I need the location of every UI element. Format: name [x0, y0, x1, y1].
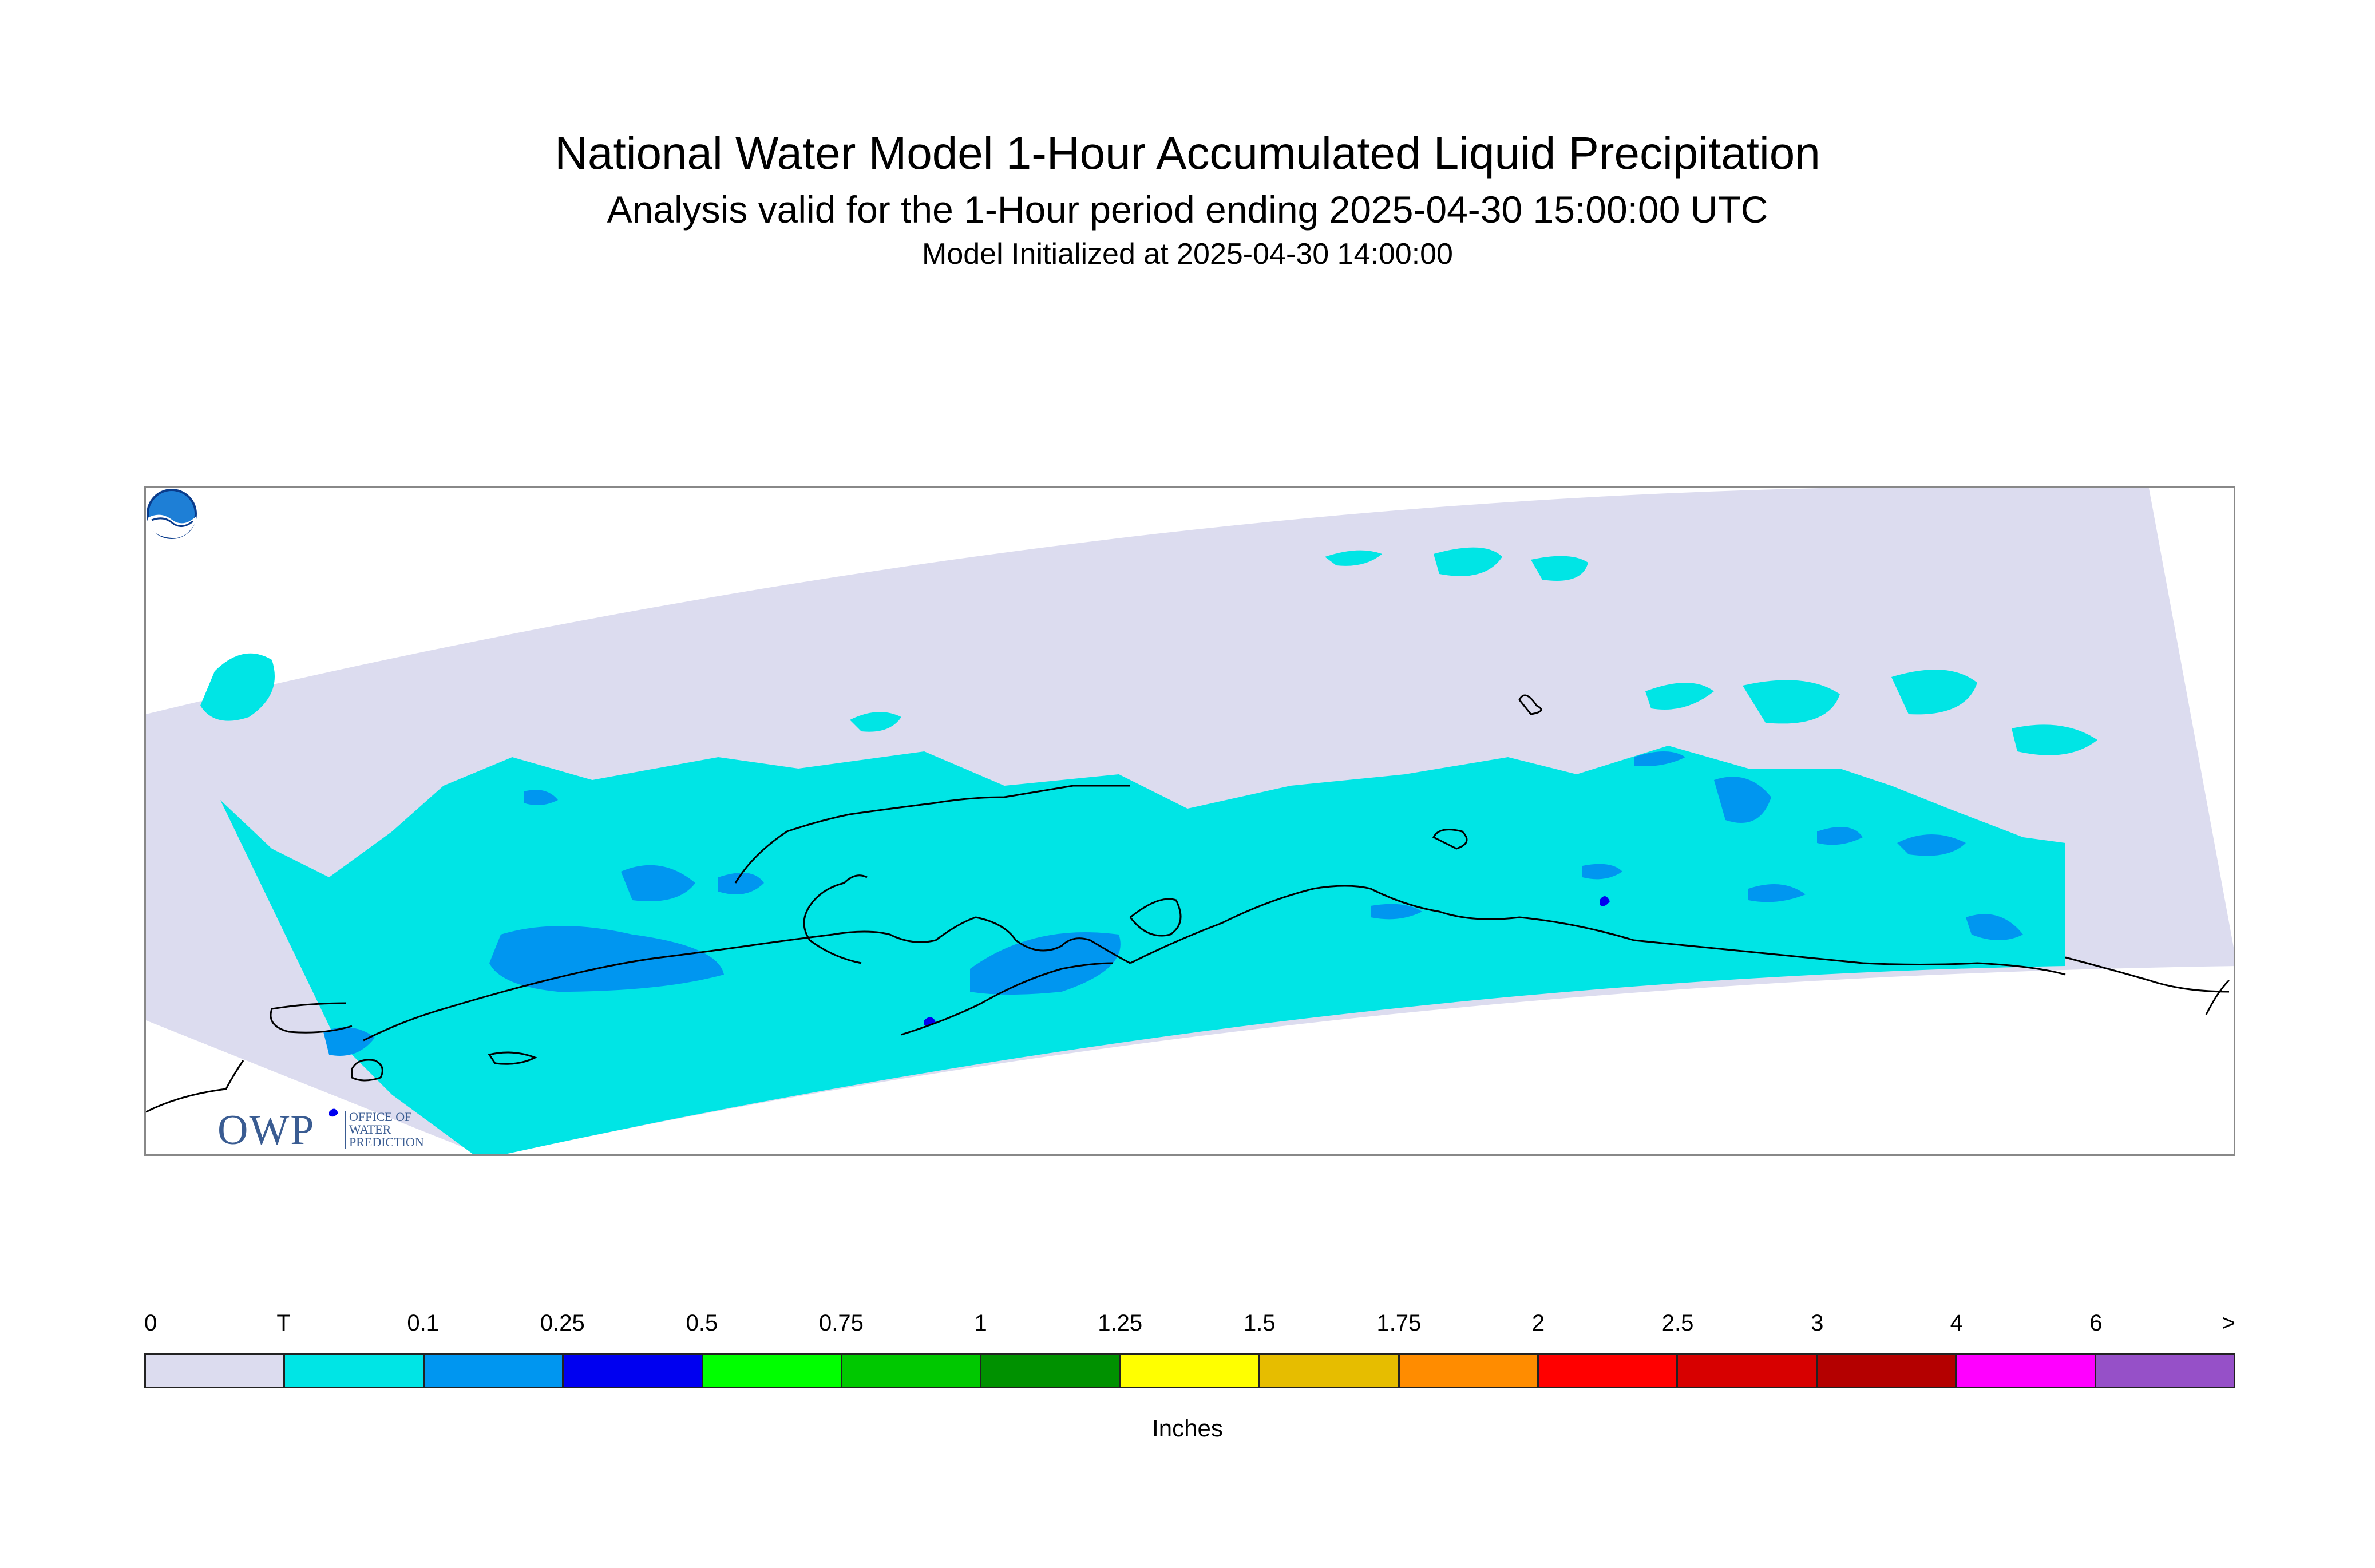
- precip-light-area: [1748, 884, 1806, 902]
- legend-tick-label: 6: [2089, 1310, 2103, 1336]
- legend-tick-label: 2.5: [1661, 1310, 1694, 1336]
- precip-light-area: [970, 932, 1121, 995]
- legend-swatch: [1957, 1355, 2096, 1387]
- legend-tick-label: 1: [974, 1310, 987, 1336]
- noaa-logo-icon: [147, 489, 197, 539]
- legend-swatch: [1121, 1355, 1261, 1387]
- legend-swatch: [1399, 1355, 1539, 1387]
- precip-trace-cell: [1891, 670, 1977, 715]
- precip-light-area: [621, 865, 695, 901]
- precip-light-area: [1371, 904, 1422, 920]
- precip-light-area: [323, 1027, 375, 1056]
- legend-tick-labels: 0 T 0.1 0.25 0.5 0.75 1 1.25 1.5 1.75 2 2.5 3 4 6 >: [144, 1310, 2235, 1345]
- precip-light-area: [1582, 864, 1622, 880]
- legend-tick-label: 0: [144, 1310, 157, 1336]
- precip-trace-cell: [850, 712, 901, 732]
- legend-tick-label: 2: [1531, 1310, 1545, 1336]
- legend-tick-label: 0.5: [686, 1310, 718, 1336]
- legend-tick-label: 3: [1811, 1310, 1824, 1336]
- precip-light-area: [489, 926, 724, 992]
- precip-moderate-cell: [329, 1108, 338, 1117]
- precip-light-area: [1714, 777, 1771, 823]
- legend-swatch: [2096, 1355, 2234, 1387]
- precip-trace-cell: [2012, 724, 2097, 755]
- legend-swatch: [285, 1355, 425, 1387]
- precip-trace-cell: [200, 653, 275, 721]
- model-initialized-subtitle: Model Initialized at 2025-04-30 14:00:00: [922, 237, 1453, 271]
- map-canvas: [146, 488, 2234, 1154]
- precip-light-area: [524, 790, 558, 805]
- legend-swatch: [564, 1355, 703, 1387]
- owp-logo-text: OFFICE OF WATER PREDICTION: [345, 1111, 441, 1149]
- legend-tick-label: 0.1: [407, 1310, 439, 1336]
- legend-swatch: [1678, 1355, 1818, 1387]
- legend-swatch: [146, 1355, 286, 1387]
- legend-tick-label: >: [2222, 1310, 2235, 1336]
- precip-trace-area: [220, 746, 2065, 1154]
- precip-trace-cell: [1743, 680, 1840, 724]
- legend-swatch: [424, 1355, 564, 1387]
- precip-trace-cell: [1531, 556, 1588, 581]
- precip-moderate-cell: [1600, 896, 1610, 906]
- map-title: National Water Model 1-Hour Accumulated …: [555, 128, 1820, 179]
- precip-light-area: [1897, 834, 1966, 856]
- legend-swatch: [1539, 1355, 1679, 1387]
- legend-swatch: [703, 1355, 843, 1387]
- legend-tick-label: 4: [1950, 1310, 1963, 1336]
- legend-tick-label: T: [276, 1310, 291, 1336]
- legend-unit-label: Inches: [1152, 1415, 1223, 1442]
- precip-trace-cell: [1645, 683, 1714, 710]
- legend-tick-label: 0.25: [540, 1310, 585, 1336]
- color-legend-bar: [144, 1353, 2235, 1388]
- precip-trace-cell: [1325, 550, 1382, 566]
- legend-tick-label: 1.5: [1243, 1310, 1276, 1336]
- legend-swatch: [1260, 1355, 1400, 1387]
- precipitation-map: OWP OFFICE OF WATER PREDICTION: [144, 486, 2235, 1156]
- legend-tick-label: 1.25: [1098, 1310, 1143, 1336]
- coastlines: [146, 694, 2230, 1113]
- precip-light-area: [1817, 827, 1863, 845]
- precip-trace-cell: [1434, 547, 1502, 576]
- precip-light-area: [1966, 914, 2023, 940]
- legend-swatch: [981, 1355, 1121, 1387]
- legend-tick-label: 0.75: [819, 1310, 864, 1336]
- analysis-period-subtitle: Analysis valid for the 1-Hour period end…: [607, 188, 1768, 231]
- owp-logo-mark: OWP: [217, 1107, 315, 1154]
- legend-swatch: [1817, 1355, 1957, 1387]
- precip-light-area: [718, 873, 764, 894]
- legend-swatch: [842, 1355, 982, 1387]
- legend-tick-label: 1.75: [1376, 1310, 1422, 1336]
- precip-light-area: [1634, 751, 1685, 766]
